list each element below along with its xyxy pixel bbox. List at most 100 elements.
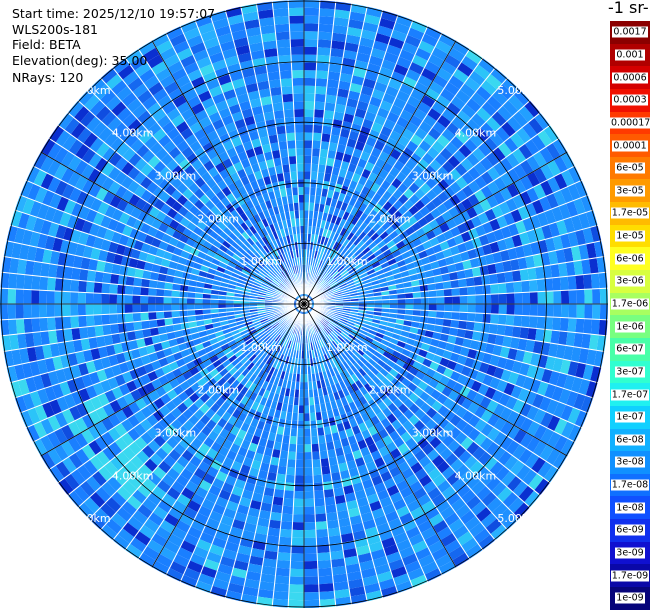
radar-cell (34, 345, 45, 361)
radar-cell (405, 371, 416, 382)
radar-cell (414, 547, 432, 561)
radar-cell (330, 48, 345, 58)
radar-cell (552, 317, 561, 331)
radar-cell (275, 125, 287, 135)
radar-cell (208, 510, 223, 523)
radar-cell (404, 309, 414, 316)
radar-cell (79, 326, 89, 340)
radar-cell (326, 246, 333, 256)
radar-cell (144, 214, 156, 227)
radar-cell (240, 356, 249, 365)
radar-cell (359, 329, 369, 336)
radar-cell (394, 254, 404, 263)
radar-cell (166, 331, 176, 341)
radar-cell (388, 558, 405, 571)
radar-cell (410, 321, 420, 329)
radar-cell (277, 327, 285, 335)
radar-cell (524, 100, 541, 118)
radar-cell (385, 551, 402, 564)
radar-cell (327, 448, 337, 459)
radar-cell (197, 505, 213, 518)
radar-cell (396, 116, 410, 129)
radar-cell (361, 364, 371, 374)
radar-cell (251, 254, 260, 263)
radar-cell (176, 493, 191, 507)
radar-cell (261, 282, 270, 289)
radar-cell (529, 378, 542, 394)
radar-cell (325, 157, 335, 167)
radar-cell (206, 466, 220, 478)
radar-cell (140, 222, 152, 235)
radar-cell (14, 195, 28, 213)
radar-cell (482, 352, 493, 365)
radar-cell (219, 367, 229, 378)
radar-cell (546, 193, 559, 210)
radar-cell (481, 274, 491, 286)
radar-cell (273, 110, 285, 120)
radar-cell (74, 417, 88, 433)
radar-cell (518, 143, 533, 160)
radar-cell (396, 56, 412, 69)
radar-cell (253, 452, 264, 463)
radar-cell (390, 565, 408, 579)
colorbar-tick-label: 6e-09 (615, 524, 645, 536)
radar-cell (108, 241, 119, 254)
radar-cell (0, 288, 9, 304)
radar-cell (67, 420, 82, 437)
radar-cell (482, 313, 491, 324)
radar-cell (247, 259, 256, 268)
radar-cell (313, 482, 324, 491)
radar-cell (506, 292, 515, 304)
radar-cell (458, 450, 473, 464)
radar-cell (220, 401, 231, 412)
radar-cell (11, 242, 22, 259)
radar-cell (140, 286, 149, 296)
radar-cell (442, 248, 453, 259)
radar-cell (331, 286, 340, 292)
radar-cell (241, 529, 256, 541)
radar-cell (464, 516, 481, 532)
radar-cell (270, 331, 278, 339)
radar-cell (444, 342, 455, 353)
colorbar-tick-label: 1e-06 (615, 321, 645, 333)
radar-cell (81, 428, 95, 445)
colorbar-cell: 6e-06 (610, 247, 650, 271)
radar-cell (274, 433, 284, 443)
radar-cell (98, 249, 109, 262)
radar-cell (484, 208, 497, 222)
radar-cell (122, 446, 136, 461)
radar-cell (210, 312, 220, 319)
radar-cell (151, 532, 168, 548)
radar-cell (385, 459, 398, 471)
radar-cell (351, 353, 360, 363)
radar-cell (318, 356, 324, 365)
radar-cell (0, 319, 10, 336)
radar-cell (454, 393, 467, 406)
radar-cell (319, 261, 326, 270)
radar-cell (312, 388, 319, 398)
radar-cell (308, 397, 315, 406)
radar-cell (320, 319, 328, 327)
radar-cell (278, 336, 285, 345)
radar-cell (93, 304, 102, 316)
radar-cell (193, 467, 207, 480)
radar-cell (282, 338, 289, 347)
radar-cell (346, 213, 355, 223)
radar-cell (363, 582, 381, 594)
radar-cell (349, 364, 359, 374)
radar-cell (234, 361, 244, 371)
radar-cell (431, 454, 445, 468)
radar-cell (356, 318, 365, 324)
radar-cell (441, 108, 457, 123)
radar-cell (389, 308, 398, 314)
radar-cell (345, 358, 354, 368)
radar-cell (379, 367, 389, 378)
radar-cell (373, 295, 382, 301)
radar-cell (455, 189, 468, 203)
radar-cell (136, 231, 148, 243)
radar-cell (236, 339, 246, 347)
radar-cell (37, 233, 48, 249)
radar-cell (54, 444, 69, 462)
radar-cell (353, 398, 363, 409)
radar-cell (163, 347, 173, 358)
